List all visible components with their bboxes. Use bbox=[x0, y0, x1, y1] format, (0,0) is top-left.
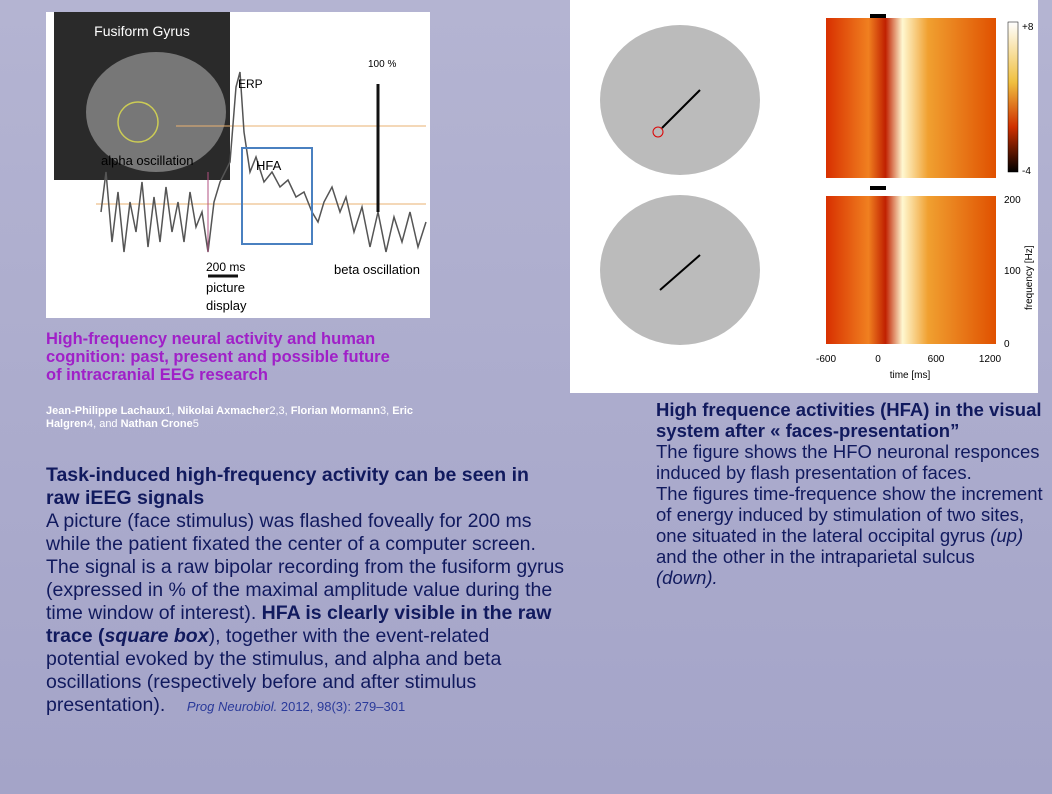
label: display bbox=[206, 298, 247, 313]
stim-bar bbox=[870, 186, 886, 190]
label: 1200 bbox=[979, 354, 1002, 365]
author: Jean-Philippe Lachaux bbox=[46, 405, 166, 417]
left-text: Task-induced high-frequency activity can… bbox=[46, 464, 566, 718]
label: beta oscillation bbox=[334, 262, 420, 277]
text: (down). bbox=[656, 567, 718, 588]
body: A picture (face stimulus) was flashed fo… bbox=[46, 510, 566, 718]
erp-trace bbox=[100, 71, 427, 253]
caption-body: The figure shows the HFO neuronal respon… bbox=[656, 441, 1046, 588]
affil: 1, bbox=[165, 405, 178, 417]
authors: Jean-Philippe Lachaux1, Nikolai Axmacher… bbox=[46, 405, 426, 431]
label: alpha oscillation bbox=[101, 153, 194, 168]
text: The figures time-frequence show the incr… bbox=[656, 483, 1043, 546]
stim-bar bbox=[870, 14, 886, 18]
author: Nikolai Axmacher bbox=[177, 405, 270, 417]
tf-figure: +8 -4 200 100 0 frequency [Hz] -600 0 60… bbox=[570, 0, 1038, 393]
text: ), together with the event-related poten… bbox=[46, 625, 502, 716]
text: The figure shows the HFO neuronal respon… bbox=[656, 441, 1040, 483]
brain bbox=[600, 25, 760, 175]
author: Nathan Crone bbox=[120, 418, 193, 430]
label: -4 bbox=[1022, 166, 1031, 177]
affil: 3, bbox=[380, 405, 393, 417]
heatmap bbox=[826, 196, 996, 344]
text: A picture (face stimulus) was flashed fo… bbox=[46, 510, 565, 624]
label: -600 bbox=[816, 354, 836, 365]
arrow bbox=[661, 89, 701, 129]
arrow bbox=[659, 254, 701, 291]
text: (up) bbox=[990, 525, 1024, 546]
label: 200 bbox=[1004, 195, 1021, 206]
right-caption: High frequence activities (HFA) in the v… bbox=[656, 399, 1046, 588]
heatmap bbox=[826, 18, 996, 178]
author: Florian Mormann bbox=[290, 405, 380, 417]
label: +8 bbox=[1022, 22, 1034, 33]
label: ERP bbox=[238, 77, 263, 91]
author: Eric Halgren bbox=[46, 405, 414, 430]
label: picture bbox=[206, 280, 245, 295]
text: square box bbox=[104, 625, 209, 647]
ref-journal: Prog Neurobiol. bbox=[186, 699, 278, 714]
paper-title: High-frequency neural activity and human… bbox=[46, 330, 390, 384]
label: 600 bbox=[928, 354, 945, 365]
label: HFA bbox=[256, 158, 282, 173]
brain bbox=[600, 195, 760, 345]
hfa-box bbox=[241, 147, 313, 245]
label: 100 % bbox=[368, 59, 396, 70]
label: 0 bbox=[875, 354, 881, 365]
site bbox=[652, 126, 664, 138]
heading: Task-induced high-frequency activity can… bbox=[46, 464, 529, 509]
affil: 2,3, bbox=[269, 405, 291, 417]
caption-title: High frequence activities (HFA) in the v… bbox=[656, 399, 1042, 441]
colorbar bbox=[1007, 21, 1019, 173]
text: HFA is clearly visible in the raw trace … bbox=[46, 602, 552, 647]
inset-label: Fusiform Gyrus bbox=[94, 23, 190, 39]
label: time [ms] bbox=[890, 370, 931, 381]
label: 100 bbox=[1004, 266, 1021, 277]
mri-circle bbox=[117, 101, 159, 143]
erp-figure: Fusiform Gyrus ERP 100 % alpha oscillati… bbox=[46, 12, 430, 318]
label: 200 ms bbox=[206, 260, 245, 274]
ref-details: 2012, 98(3): 279–301 bbox=[277, 699, 406, 714]
affil: 4, and bbox=[86, 418, 121, 430]
text: and the other in the intraparietal sulcu… bbox=[656, 546, 975, 567]
affil: 5 bbox=[192, 418, 199, 430]
label: 0 bbox=[1004, 339, 1010, 350]
label: frequency [Hz] bbox=[1024, 245, 1035, 310]
